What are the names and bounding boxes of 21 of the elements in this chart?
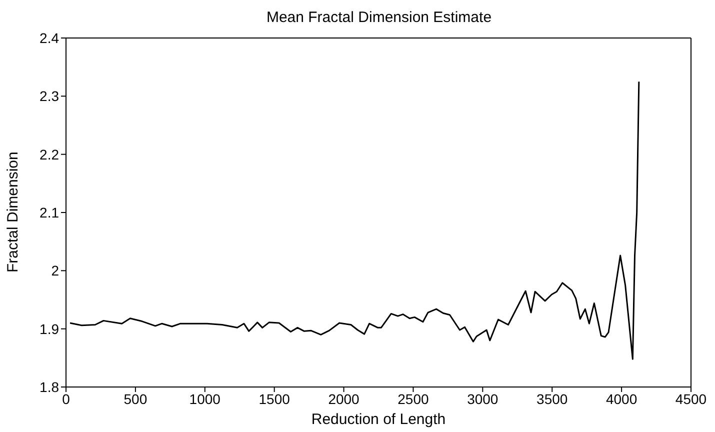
x-tick-label: 3000 [467, 390, 498, 407]
y-tick-label: 2 [51, 262, 60, 279]
chart-title: Mean Fractal Dimension Estimate [266, 9, 492, 26]
y-tick-label: 1.8 [40, 378, 60, 395]
y-tick-label: 2.2 [40, 146, 60, 162]
y-tick-label: 1.9 [40, 320, 60, 337]
x-tick-label: 0 [62, 390, 70, 407]
x-tick-label: 4000 [606, 390, 638, 407]
x-tick-label: 500 [124, 390, 148, 407]
x-tick-label: 4500 [675, 390, 707, 407]
y-axis-title: Fractal Dimension [4, 152, 22, 272]
x-tick-label: 1000 [189, 390, 221, 407]
y-tick-label: 2.3 [40, 88, 60, 104]
y-tick-label: 2.4 [40, 30, 60, 46]
x-tick-label: 2000 [328, 390, 360, 407]
x-tick-label: 3500 [536, 390, 568, 407]
x-tick-label: 2500 [398, 390, 430, 407]
line-series [69, 80, 640, 360]
x-tick-label: 1500 [258, 390, 290, 407]
y-tick-label: 2.1 [40, 204, 60, 220]
x-axis-title: Reduction of Length [311, 411, 446, 428]
